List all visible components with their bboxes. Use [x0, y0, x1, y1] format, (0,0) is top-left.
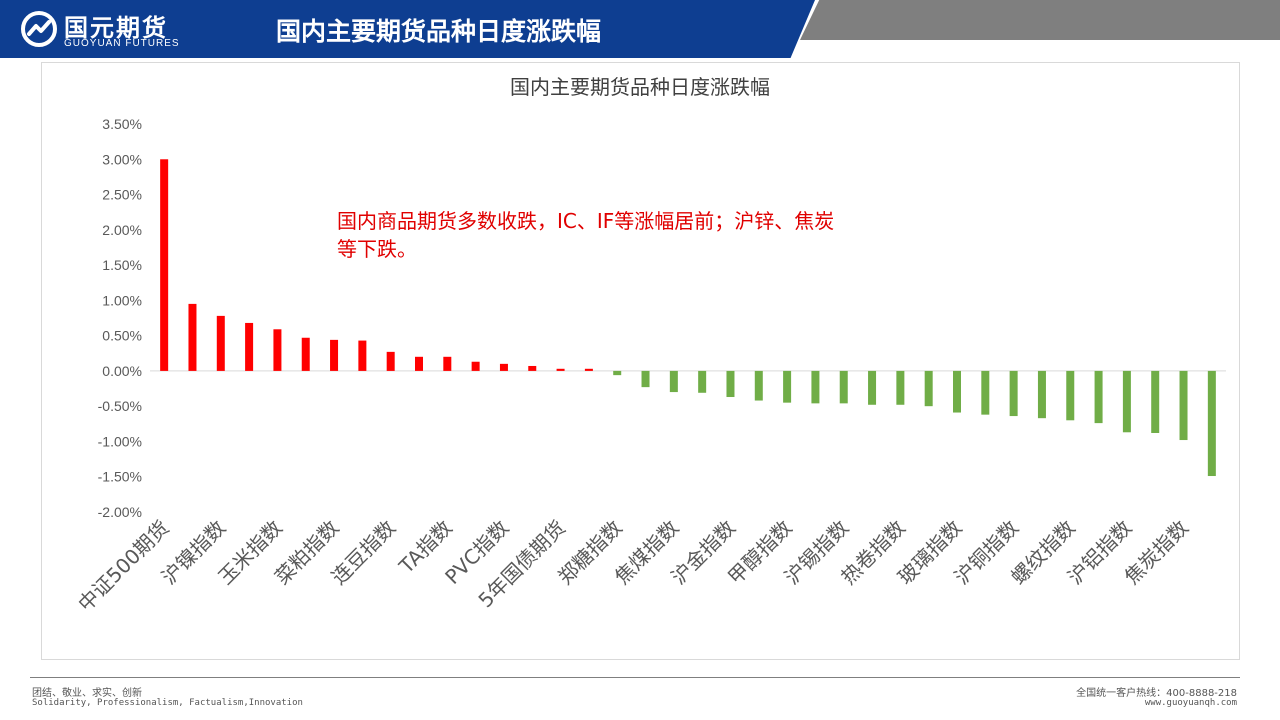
logo-english-name: GUOYUAN FUTURES [64, 38, 180, 49]
x-category-label: 中证500期货 [73, 516, 174, 617]
y-tick-label: -1.00% [98, 433, 142, 449]
bar [868, 370, 877, 405]
bar [499, 363, 508, 371]
logo-chinese-name: 国元期货 [64, 14, 168, 42]
bar [783, 370, 792, 403]
bar [641, 370, 650, 388]
bar [754, 370, 763, 401]
bar [1009, 370, 1018, 417]
bar [1066, 370, 1075, 421]
y-tick-label: 2.50% [102, 187, 142, 203]
bar [698, 370, 707, 393]
guoyuan-logo-icon [21, 11, 57, 47]
y-tick-label: -2.00% [98, 504, 142, 520]
slide-title: 国内主要期货品种日度涨跌幅 [276, 17, 602, 46]
bar [160, 159, 169, 371]
bar [613, 370, 622, 376]
bar [216, 315, 225, 371]
footer-website: www.guoyuanqh.com [1144, 698, 1237, 708]
bar-chart: 国内主要期货品种日度涨跌幅 3.50% 3.00% 2.50% 2.00% 1.50% 1.… [73, 75, 1226, 617]
bar [924, 370, 933, 407]
bar [273, 329, 282, 371]
bar [1151, 370, 1160, 433]
y-tick-label: 0.00% [102, 363, 142, 379]
y-tick-label: 2.00% [102, 222, 142, 238]
bar [1179, 370, 1188, 441]
chart-annotation-line2: 等下跌。 [337, 237, 417, 261]
bar [1122, 370, 1131, 433]
chart-annotation-line1: 国内商品期货多数收跌，IC、IF等涨幅居前；沪锌、焦炭 [337, 209, 834, 233]
bar [188, 303, 197, 371]
chart-frame: 国内主要期货品种日度涨跌幅 3.50% 3.00% 2.50% 2.00% 1.50% 1.… [41, 62, 1240, 660]
bar [584, 368, 593, 371]
header-gray-band [800, 0, 1280, 40]
footer-motto-cn: 团结、敬业、求实、创新 [32, 688, 142, 699]
bar [556, 368, 565, 371]
header-blue-band [0, 0, 815, 58]
bar [386, 351, 395, 371]
bar [669, 370, 678, 393]
y-tick-label: 1.50% [102, 257, 142, 273]
bar [443, 356, 452, 371]
bar [1037, 370, 1046, 419]
bar [896, 370, 905, 405]
bar [953, 370, 961, 413]
bar [839, 370, 848, 404]
bar [811, 370, 820, 404]
bar [471, 361, 480, 371]
y-tick-label: 0.50% [102, 328, 142, 344]
bar [245, 322, 254, 371]
bar [330, 339, 339, 371]
bar [726, 370, 735, 398]
header-bar: 国元期货 GUOYUAN FUTURES 国内主要期货品种日度涨跌幅 [0, 0, 1280, 60]
footer-divider [30, 677, 1240, 678]
bar [981, 370, 990, 415]
footer-motto-en: Solidarity, Professionalism, Factualism,… [32, 698, 303, 708]
x-category-label: 焦炭指数 [1120, 516, 1194, 590]
chart-title: 国内主要期货品种日度涨跌幅 [510, 75, 770, 99]
x-category-label: 连豆指数 [327, 516, 401, 590]
bar [1094, 370, 1103, 424]
bar [1207, 370, 1216, 477]
bar [358, 340, 367, 371]
y-tick-label: -0.50% [98, 398, 142, 414]
bar [301, 337, 310, 371]
y-tick-label: 3.50% [102, 116, 142, 132]
bar [528, 365, 537, 371]
y-tick-label: 3.00% [102, 151, 142, 167]
bar [415, 356, 423, 371]
y-tick-label: 1.00% [102, 292, 142, 308]
y-tick-label: -1.50% [98, 469, 142, 485]
footer-hotline: 全国统一客户热线：400-8888-218 [1076, 688, 1237, 699]
